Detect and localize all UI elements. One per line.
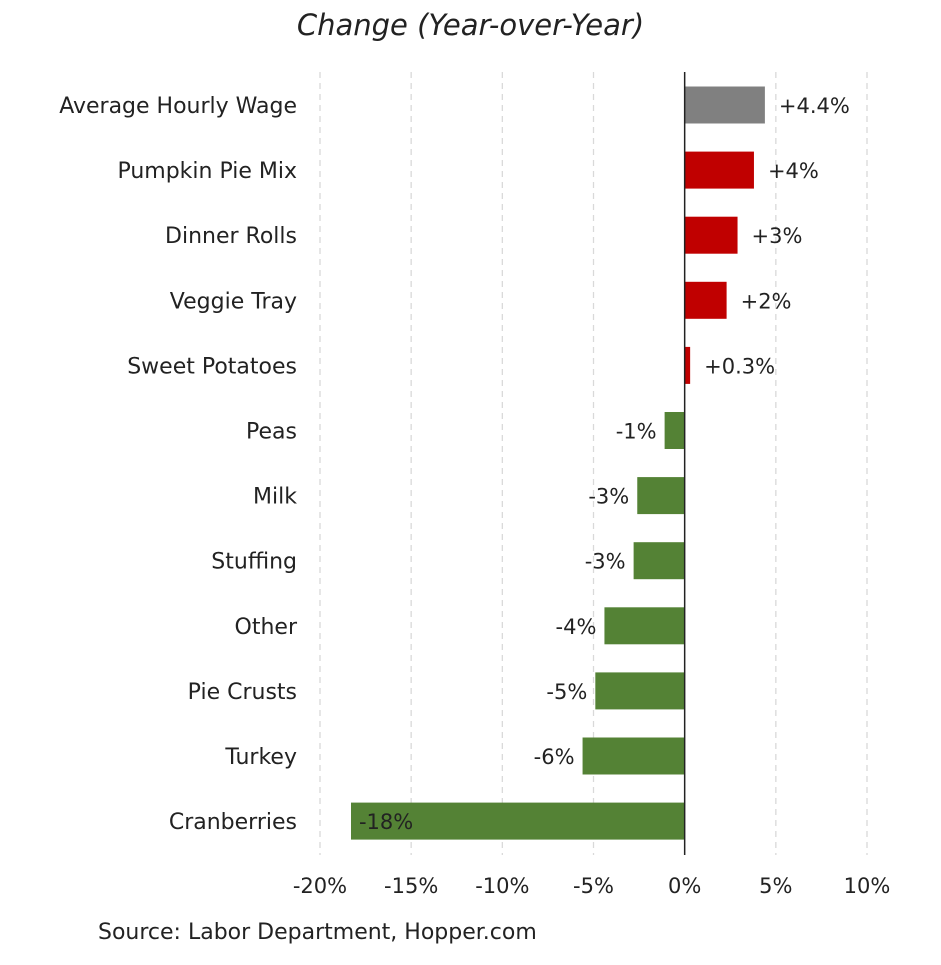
x-tick-label: -10% — [475, 874, 529, 898]
data-label: -4% — [556, 615, 597, 639]
bar — [595, 672, 685, 710]
data-label: +4% — [768, 159, 819, 183]
x-tick-label: 0% — [668, 874, 701, 898]
x-tick-label: -20% — [293, 874, 347, 898]
category-label: Average Hourly Wage — [59, 94, 297, 119]
bar — [684, 151, 754, 189]
bar — [604, 607, 685, 645]
category-label: Pie Crusts — [188, 680, 297, 705]
category-label: Veggie Tray — [170, 289, 297, 314]
x-tick-label: -15% — [384, 874, 438, 898]
category-label: Sweet Potatoes — [127, 354, 297, 379]
category-label: Pumpkin Pie Mix — [117, 159, 297, 184]
category-label: Cranberries — [169, 810, 297, 835]
data-label: -3% — [585, 550, 626, 574]
data-label: -6% — [534, 745, 575, 769]
bar — [684, 281, 727, 319]
bar — [633, 542, 685, 580]
bar — [637, 477, 685, 515]
data-label: +4.4% — [779, 94, 850, 118]
category-label: Other — [235, 615, 298, 640]
bar — [684, 346, 691, 384]
category-label: Stuffing — [211, 550, 297, 575]
category-label: Peas — [246, 420, 297, 445]
chart-title: Change (Year-over-Year) — [296, 8, 645, 42]
data-label: +2% — [741, 289, 792, 313]
data-label: +0.3% — [704, 354, 775, 378]
data-label: -18% — [359, 810, 413, 834]
bar — [350, 802, 685, 840]
data-label: +3% — [752, 224, 803, 248]
data-label: -3% — [588, 485, 629, 509]
data-label: -1% — [616, 420, 657, 444]
source-note: Source: Labor Department, Hopper.com — [98, 920, 537, 945]
bar — [664, 412, 685, 449]
x-tick-label: 10% — [844, 874, 891, 898]
data-label: -5% — [546, 680, 587, 704]
category-label: Turkey — [224, 745, 297, 770]
bar — [684, 216, 738, 254]
bar — [684, 86, 765, 124]
x-tick-label: -5% — [573, 874, 614, 898]
category-label: Dinner Rolls — [165, 224, 297, 249]
category-label: Milk — [253, 485, 297, 510]
bar — [582, 737, 685, 775]
bar-chart: -20% -15% -10% -5% 0% 5% 10% Average Hourly Wag… — [59, 72, 891, 898]
x-tick-label: 5% — [759, 874, 792, 898]
